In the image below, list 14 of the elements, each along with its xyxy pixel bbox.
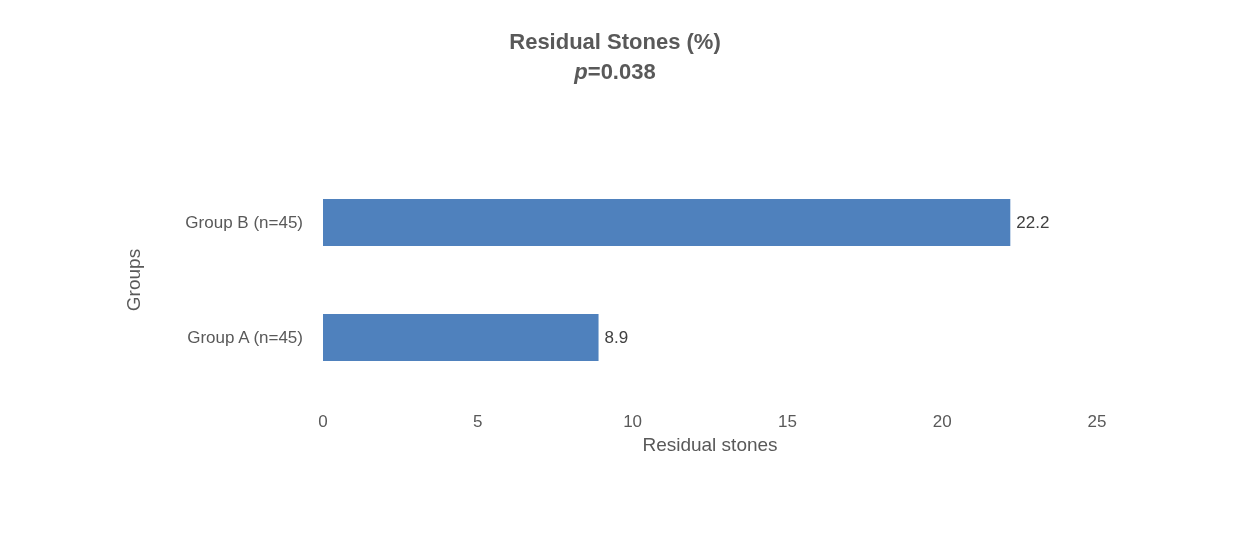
x-tick-label: 0	[318, 412, 328, 431]
data-label: 8.9	[604, 328, 629, 347]
x-tick-label: 5	[473, 412, 483, 431]
x-tick-label: 10	[623, 412, 643, 431]
x-tick-label: 15	[777, 412, 797, 431]
y-axis-title: Groups	[123, 248, 144, 312]
data-label: 22.2	[1016, 213, 1050, 232]
chart-subtitle: p=0.038	[573, 58, 656, 84]
y-tick-label: Group A (n=45)	[187, 328, 303, 347]
x-tick-label: 25	[1087, 412, 1107, 431]
y-tick-label: Group B (n=45)	[185, 213, 303, 232]
chart-title: Residual Stones (%)	[509, 28, 721, 54]
x-tick-label: 20	[932, 412, 952, 431]
x-axis-title: Residual stones	[642, 434, 778, 455]
